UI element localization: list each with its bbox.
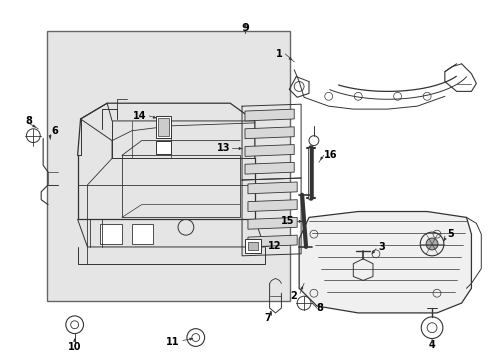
- Polygon shape: [244, 162, 294, 174]
- Polygon shape: [244, 127, 294, 139]
- Bar: [244, 239, 260, 253]
- Text: 4: 4: [428, 341, 434, 350]
- Text: 8: 8: [316, 303, 323, 313]
- Text: 11: 11: [165, 337, 179, 347]
- Text: 16: 16: [323, 150, 337, 161]
- Bar: [158, 118, 169, 136]
- Bar: [47, 31, 290, 301]
- Polygon shape: [247, 217, 297, 229]
- Text: 8: 8: [25, 116, 32, 126]
- Polygon shape: [244, 109, 294, 121]
- Polygon shape: [247, 182, 297, 194]
- Text: 15: 15: [280, 216, 294, 226]
- Bar: [100, 224, 122, 244]
- Circle shape: [425, 238, 437, 250]
- Text: 10: 10: [68, 342, 81, 352]
- Bar: [247, 242, 257, 250]
- Text: 6: 6: [52, 126, 58, 136]
- Text: 9: 9: [241, 23, 248, 33]
- Polygon shape: [299, 212, 470, 313]
- Polygon shape: [247, 200, 297, 212]
- Text: 5: 5: [446, 229, 453, 239]
- Bar: [131, 224, 153, 244]
- Text: 12: 12: [267, 241, 281, 251]
- Text: 3: 3: [377, 242, 384, 252]
- Text: 13: 13: [216, 144, 230, 153]
- Text: 1: 1: [275, 49, 282, 59]
- Polygon shape: [247, 235, 297, 247]
- Text: 14: 14: [133, 111, 146, 121]
- Polygon shape: [244, 145, 294, 156]
- Bar: [156, 141, 171, 154]
- Text: 2: 2: [290, 291, 297, 301]
- Text: 7: 7: [264, 313, 270, 323]
- Bar: [156, 116, 171, 138]
